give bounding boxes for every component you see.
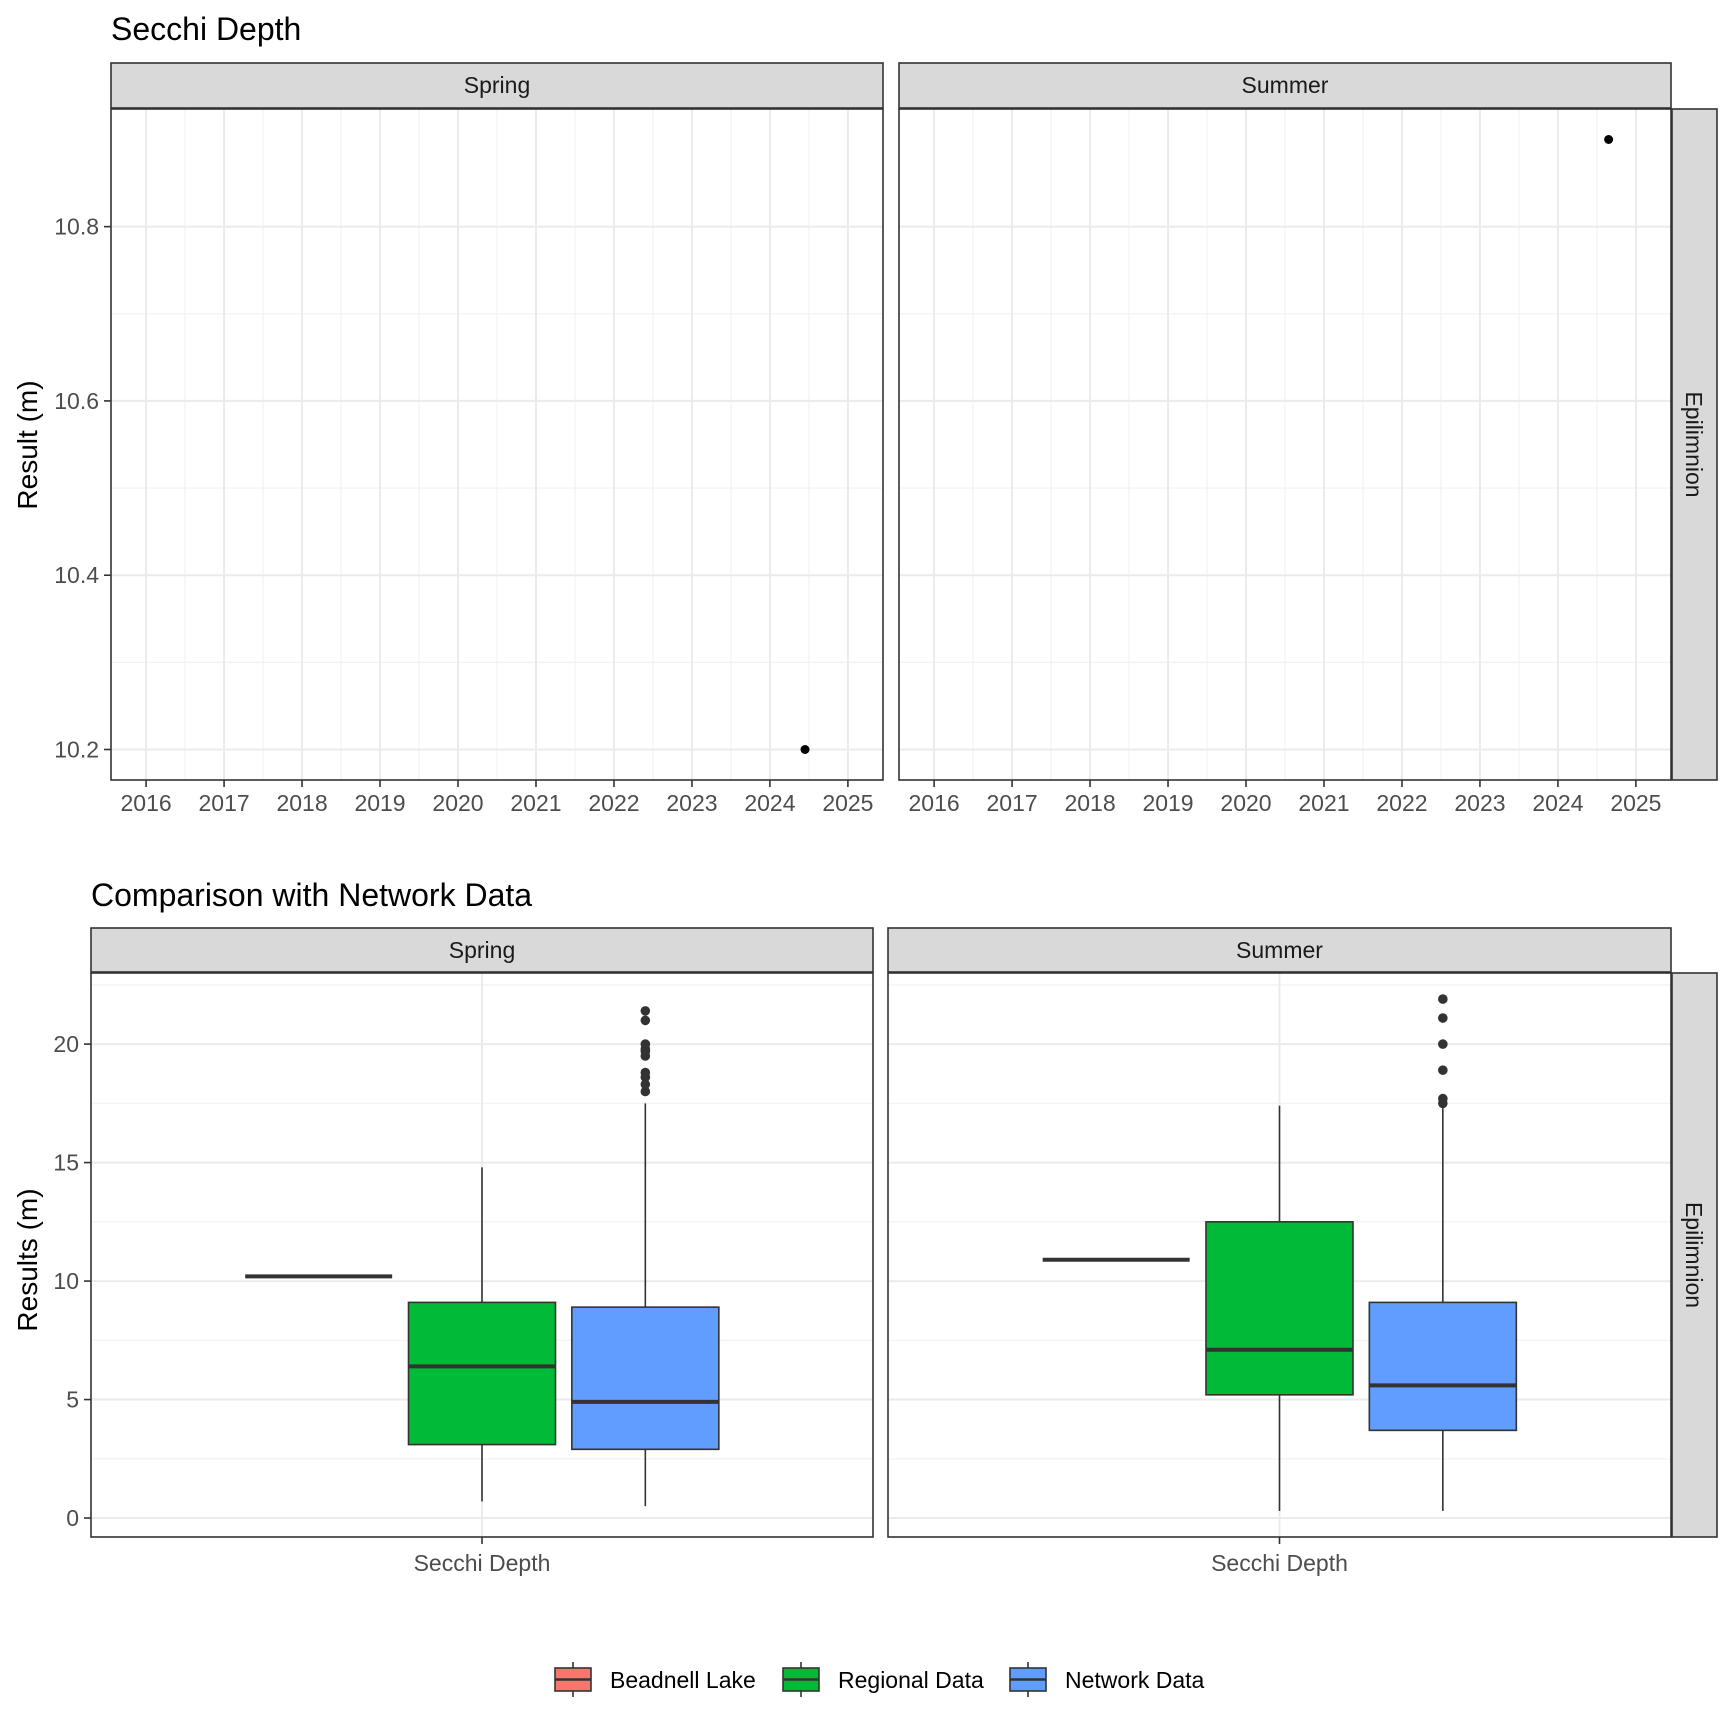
legend-entry-network-data: Network Data [1009, 1662, 1205, 1697]
y-axis-label-comparison: Results (m) [12, 1188, 43, 1331]
row-strip [1671, 108, 1718, 781]
x-tick-label: 2020 [1220, 790, 1271, 816]
y-tick-label: 20 [53, 1031, 79, 1057]
box-network-data [1368, 994, 1518, 1511]
x-tick-label: 2018 [1064, 790, 1115, 816]
x-tick-label: 2022 [588, 790, 639, 816]
y-tick-label: 10.4 [54, 562, 99, 588]
outlier-point [1438, 1013, 1448, 1023]
outlier-point [640, 1067, 651, 1078]
y-tick-label: 10.2 [54, 737, 99, 763]
outlier-point [640, 1086, 651, 1097]
y-tick-label: 15 [53, 1150, 79, 1176]
comparison-panels: Spring Secchi Depth 0 5 10 15 20 Summer Secchi D… [53, 927, 1718, 1576]
outlier-point [640, 1079, 651, 1090]
outlier-point [1438, 994, 1448, 1004]
outlier-point [640, 1015, 651, 1026]
facet-strip-label: Spring [449, 937, 515, 963]
x-tick-label: Secchi Depth [1211, 1550, 1348, 1576]
y-tick-label: 0 [66, 1505, 79, 1531]
box-body [1205, 1221, 1354, 1396]
outlier-point [640, 1039, 651, 1049]
box-regional-data [407, 1167, 557, 1502]
row-strip [1671, 972, 1718, 1538]
x-tick-label: 2020 [432, 790, 483, 816]
secchi-panels: Spring 2016 2017 2018 2019 2020 2021 2022 2023 20… [54, 62, 1718, 816]
y-tick-label: 5 [66, 1387, 79, 1413]
y-tick-label: 10.6 [54, 388, 99, 414]
x-tick-label: 2017 [986, 790, 1037, 816]
legend-entry-beadnell-lake: Beadnell Lake [554, 1662, 756, 1697]
panel-spring: Spring 2016 2017 2018 2019 2020 2021 2022 2023 20… [54, 62, 884, 816]
legend: Beadnell Lake Regional Data Network Data [554, 1662, 1205, 1697]
panel-summer: Summer 2016 2017 2018 2019 2020 2021 2022 2023 20… [898, 62, 1672, 816]
facet-strip [90, 927, 874, 973]
data-point [1604, 135, 1614, 144]
x-tick-label: 2016 [909, 790, 960, 816]
x-tick-label: 2021 [510, 790, 561, 816]
box-body [1368, 1301, 1518, 1432]
y-axis-label-secchi: Result (m) [12, 380, 43, 509]
panel-spring: Spring Secchi Depth 0 5 10 15 20 [53, 927, 874, 1576]
box-body [571, 1306, 720, 1451]
chart-title-comparison: Comparison with Network Data [91, 877, 532, 913]
data-point [800, 745, 810, 754]
box-regional-data [1205, 1105, 1354, 1511]
x-tick-label: 2025 [822, 790, 873, 816]
x-tick-label: 2022 [1376, 790, 1427, 816]
facet-strip [898, 62, 1672, 109]
panel-border [110, 108, 884, 781]
y-tick-label: 10 [53, 1268, 79, 1294]
row-strip-label: Epilimnion [1681, 391, 1707, 497]
facet-strip [887, 927, 1672, 973]
x-tick-label: 2023 [1454, 790, 1505, 816]
facet-strip-label: Spring [464, 72, 530, 98]
x-tick-label: 2016 [121, 790, 172, 816]
x-tick-label: 2023 [666, 790, 717, 816]
outlier-point [1438, 1039, 1448, 1049]
facet-strip [110, 62, 884, 109]
legend-label: Network Data [1065, 1667, 1205, 1693]
panel-border [898, 108, 1672, 781]
x-tick-label: 2019 [1142, 790, 1193, 816]
chart-title-secchi: Secchi Depth [111, 11, 301, 47]
x-tick-label: Secchi Depth [414, 1550, 551, 1576]
legend-label: Regional Data [838, 1667, 984, 1693]
legend-label: Beadnell Lake [610, 1667, 756, 1693]
box-body [407, 1301, 557, 1446]
legend-entry-regional-data: Regional Data [782, 1662, 984, 1697]
x-tick-label: 2025 [1610, 790, 1661, 816]
box-network-data [571, 1006, 720, 1507]
x-tick-label: 2019 [354, 790, 405, 816]
x-tick-label: 2024 [744, 790, 795, 816]
y-tick-label: 10.8 [54, 214, 99, 240]
x-tick-label: 2024 [1532, 790, 1583, 816]
x-tick-label: 2018 [276, 790, 327, 816]
facet-strip-label: Summer [1242, 72, 1329, 98]
outlier-point [640, 1006, 651, 1016]
row-strip-label: Epilimnion [1681, 1202, 1707, 1308]
panel-summer: Summer Secchi Depth [887, 927, 1672, 1576]
facet-strip-label: Summer [1236, 937, 1323, 963]
x-tick-label: 2021 [1298, 790, 1349, 816]
outlier-point [1438, 1093, 1448, 1104]
outlier-point [1438, 1065, 1448, 1075]
x-tick-label: 2017 [198, 790, 249, 816]
